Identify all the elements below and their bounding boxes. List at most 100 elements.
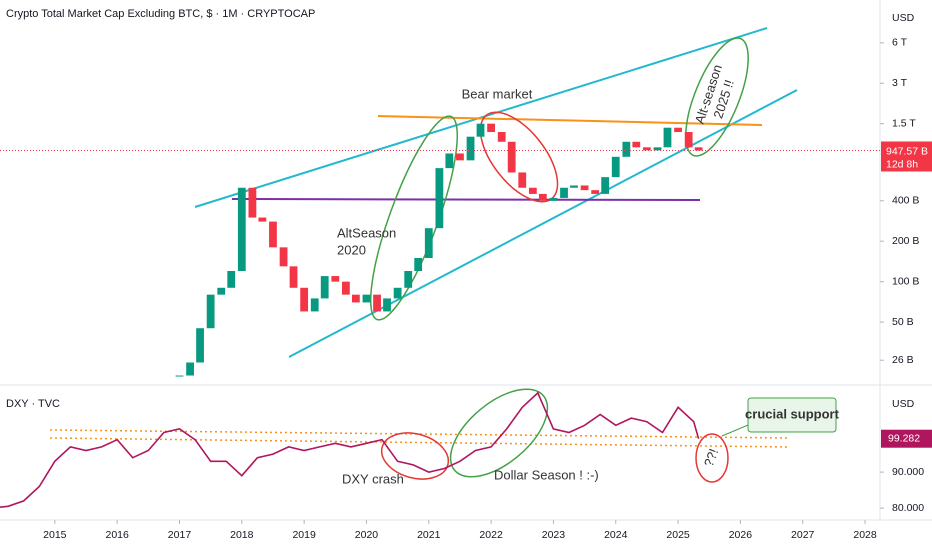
candle <box>373 294 381 312</box>
candle <box>310 298 319 312</box>
annotation: AltSeason <box>337 225 396 240</box>
candle <box>663 127 672 148</box>
y-tick-label: 50 B <box>892 316 914 328</box>
candle <box>424 228 433 258</box>
candle <box>331 276 340 282</box>
candle <box>362 294 371 303</box>
x-tick-label: 2028 <box>853 529 877 541</box>
candle <box>611 156 620 178</box>
candle <box>684 132 693 148</box>
x-tick-label: 2015 <box>43 529 67 541</box>
resistance-line <box>377 115 763 126</box>
highlight-ellipse <box>695 433 729 483</box>
last-price-box <box>881 141 932 172</box>
x-tick-label: 2018 <box>230 529 254 541</box>
trend-line <box>288 89 798 358</box>
candle <box>466 136 475 161</box>
annotation: ??! <box>701 447 721 469</box>
dxy-line <box>0 391 700 509</box>
candle <box>393 287 402 299</box>
candle <box>694 147 703 151</box>
candle <box>653 147 662 151</box>
candle <box>269 221 277 248</box>
x-tick-label: 2027 <box>791 529 815 541</box>
currency-label: USD <box>892 398 915 410</box>
candle <box>528 187 537 194</box>
candle <box>560 187 568 198</box>
countdown-label: 12d 8h <box>886 158 918 170</box>
y-tick-label: 90.000 <box>892 466 924 478</box>
x-tick-label: 2025 <box>666 529 690 541</box>
candle <box>404 271 413 288</box>
candle <box>518 172 527 188</box>
candle <box>591 190 600 194</box>
candle <box>186 362 194 376</box>
dxy-title: DXY · TVC <box>6 398 60 410</box>
main-title: Crypto Total Market Cap Excluding BTC, $… <box>6 8 315 20</box>
last-price-label: 99.282 <box>888 432 920 444</box>
currency-label: USD <box>892 12 915 24</box>
candle <box>601 177 610 194</box>
highlight-ellipse <box>380 432 450 480</box>
candle <box>237 187 246 272</box>
x-tick-label: 2021 <box>417 529 441 541</box>
candle <box>476 123 485 137</box>
candle <box>175 375 184 377</box>
annotation: 2020 <box>337 242 366 257</box>
candle <box>632 141 641 148</box>
callout-box <box>747 397 837 433</box>
candle <box>383 298 391 312</box>
x-tick-label: 2022 <box>479 529 503 541</box>
candle <box>320 276 329 299</box>
candle <box>196 328 204 363</box>
candle <box>258 217 267 222</box>
candle <box>538 193 547 201</box>
x-tick-label: 2026 <box>729 529 753 541</box>
candle <box>487 123 495 133</box>
candle <box>435 168 444 229</box>
highlight-ellipse <box>449 388 549 478</box>
candle <box>507 141 516 173</box>
candle <box>549 197 558 201</box>
highlight-ellipse <box>685 37 749 157</box>
candle <box>341 281 350 295</box>
drawings <box>49 27 837 483</box>
y-tick-label: 1.5 T <box>892 117 916 129</box>
candle <box>580 185 589 191</box>
candle <box>300 287 309 312</box>
last-price-box <box>881 429 932 448</box>
x-tick-label: 2020 <box>355 529 379 541</box>
annotation: Dollar Season ! :-) <box>494 467 599 482</box>
x-tick-label: 2024 <box>604 529 628 541</box>
x-tick-label: 2016 <box>105 529 129 541</box>
annotation: DXY crash <box>342 471 404 486</box>
y-tick-label: 400 B <box>892 195 919 207</box>
x-tick-label: 2023 <box>542 529 566 541</box>
support-line <box>231 198 701 201</box>
annotation: Bear market <box>462 86 533 101</box>
candle <box>445 153 454 169</box>
candle <box>674 127 682 133</box>
last-price-label: 947.57 B <box>886 145 928 157</box>
candle <box>248 187 257 218</box>
y-tick-label: 6 T <box>892 37 908 49</box>
candle <box>456 153 464 161</box>
candle <box>206 294 215 329</box>
y-tick-label: 80.000 <box>892 502 924 514</box>
dxy-level <box>49 437 791 448</box>
candle <box>351 294 360 303</box>
candle <box>622 141 631 157</box>
candle <box>289 266 298 288</box>
annotation: crucial support <box>745 406 840 421</box>
candle <box>643 147 651 151</box>
x-tick-label: 2019 <box>292 529 316 541</box>
candle <box>227 271 236 288</box>
candle <box>279 247 288 267</box>
y-tick-label: 26 B <box>892 354 914 366</box>
candle <box>414 257 423 272</box>
candle <box>570 185 578 188</box>
y-tick-label: 100 B <box>892 275 919 287</box>
candle <box>217 287 226 295</box>
